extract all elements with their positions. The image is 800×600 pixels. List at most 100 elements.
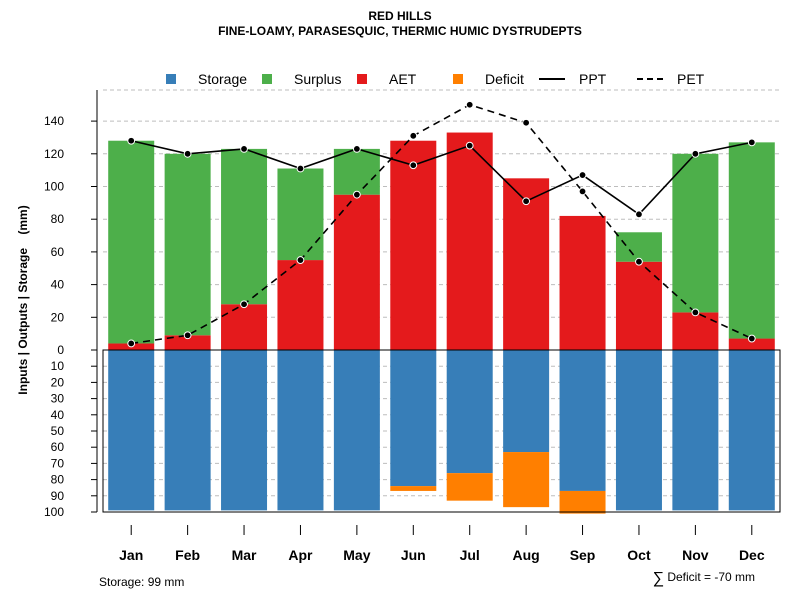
deficit-note: ∑ Deficit = -70 mm xyxy=(653,570,755,588)
y-tick-label: 0 xyxy=(57,343,64,357)
pet-point xyxy=(409,131,418,140)
ppt-point xyxy=(352,144,361,153)
storage-bar xyxy=(615,350,662,511)
x-tick-label: Sep xyxy=(570,547,596,563)
pet-point xyxy=(127,339,136,348)
y-tick-label: 50 xyxy=(51,424,65,438)
deficit-bar xyxy=(503,452,550,508)
storage-panel-frame xyxy=(102,349,781,513)
storage-bar xyxy=(446,350,493,474)
y-axis-title: Inputs | Outputs | Storage (mm) xyxy=(16,205,30,394)
pet-point xyxy=(183,331,192,340)
deficit-bar xyxy=(559,490,606,514)
aet-bar xyxy=(672,312,719,350)
aet-bar xyxy=(390,140,437,350)
legend-label: Storage xyxy=(198,71,247,87)
x-tick-label: Aug xyxy=(513,547,540,563)
aet-bar xyxy=(333,194,380,350)
y-tick-label: 80 xyxy=(51,212,65,226)
storage-bar xyxy=(277,350,324,511)
x-tick-label: Dec xyxy=(739,547,765,563)
y-tick-label: 80 xyxy=(51,473,65,487)
legend-label: AET xyxy=(389,71,417,87)
pet-point xyxy=(691,308,700,317)
storage-bar xyxy=(559,350,606,491)
x-tick-label: Oct xyxy=(627,547,651,563)
storage-bar xyxy=(164,350,211,511)
aet-bar xyxy=(221,304,268,350)
ppt-point xyxy=(240,144,248,153)
x-tick-label: Apr xyxy=(288,547,313,563)
storage-bar xyxy=(221,350,268,511)
pet-point xyxy=(578,187,587,196)
legend-label: PPT xyxy=(579,71,607,87)
aet-bar xyxy=(164,335,211,350)
legend-swatch xyxy=(262,74,272,84)
ppt-point xyxy=(522,197,531,206)
pet-point xyxy=(635,257,643,266)
x-tick-label: Feb xyxy=(175,547,200,563)
pet-point xyxy=(465,100,474,109)
storage-bar xyxy=(108,350,155,511)
ppt-point xyxy=(183,149,192,158)
deficit-note-text: Deficit = -70 mm xyxy=(667,570,755,584)
surplus-bar xyxy=(108,140,155,344)
aet-bar xyxy=(615,261,662,350)
legend-swatch xyxy=(357,74,367,84)
surplus-bar xyxy=(277,168,324,261)
storage-note: Storage: 99 mm xyxy=(99,575,185,589)
storage-bar xyxy=(390,350,437,487)
storage-bar xyxy=(503,350,550,453)
y-tick-label: 40 xyxy=(51,278,65,292)
pet-point xyxy=(240,300,248,309)
y-tick-label: 30 xyxy=(51,392,65,406)
x-tick-label: Jul xyxy=(460,547,480,563)
ppt-point xyxy=(127,136,136,145)
x-tick-label: Nov xyxy=(682,547,709,563)
surplus-bar xyxy=(672,153,719,313)
chart-title: RED HILLS xyxy=(368,9,432,23)
ppt-point xyxy=(635,210,643,219)
y-tick-label: 20 xyxy=(51,310,65,324)
x-tick-label: Mar xyxy=(232,547,257,563)
legend-label: Deficit xyxy=(485,71,524,87)
y-tick-label: 70 xyxy=(51,456,65,470)
y-tick-label: 120 xyxy=(44,147,64,161)
deficit-bar xyxy=(446,473,493,501)
y-tick-label: 20 xyxy=(51,375,65,389)
pet-point xyxy=(296,256,305,264)
x-tick-label: Jun xyxy=(401,547,426,563)
y-tick-label: 90 xyxy=(51,489,65,503)
y-tick-label: 140 xyxy=(44,114,64,128)
aet-bar xyxy=(503,178,550,350)
pet-point xyxy=(747,334,756,343)
surplus-bar xyxy=(164,153,211,336)
pet-point xyxy=(352,190,361,199)
storage-bar xyxy=(728,350,775,511)
aet-bar xyxy=(446,132,493,350)
surplus-bar xyxy=(615,232,662,262)
chart-subtitle: FINE-LOAMY, PARASESQUIC, THERMIC HUMIC D… xyxy=(218,24,582,38)
ppt-line xyxy=(131,139,752,216)
x-tick-label: Jan xyxy=(119,547,143,563)
ppt-point xyxy=(409,161,418,170)
aet-bar xyxy=(728,338,775,350)
surplus-bar xyxy=(333,148,380,195)
y-tick-label: 60 xyxy=(51,245,65,259)
legend-label: Surplus xyxy=(294,71,341,87)
ppt-point xyxy=(691,149,700,158)
surplus-bar xyxy=(728,142,775,339)
y-tick-label: 10 xyxy=(51,359,65,373)
storage-bar xyxy=(672,350,719,511)
ppt-point xyxy=(578,171,587,179)
x-tick-label: May xyxy=(343,547,370,563)
deficit-bar xyxy=(390,486,437,491)
ppt-point xyxy=(465,141,474,150)
sigma-symbol: ∑ xyxy=(652,570,664,587)
surplus-bar xyxy=(221,148,268,305)
legend-label: PET xyxy=(677,71,705,87)
y-tick-label: 100 xyxy=(44,505,64,519)
ppt-point xyxy=(747,138,756,147)
pet-line xyxy=(131,103,753,345)
y-tick-label: 100 xyxy=(44,180,64,194)
